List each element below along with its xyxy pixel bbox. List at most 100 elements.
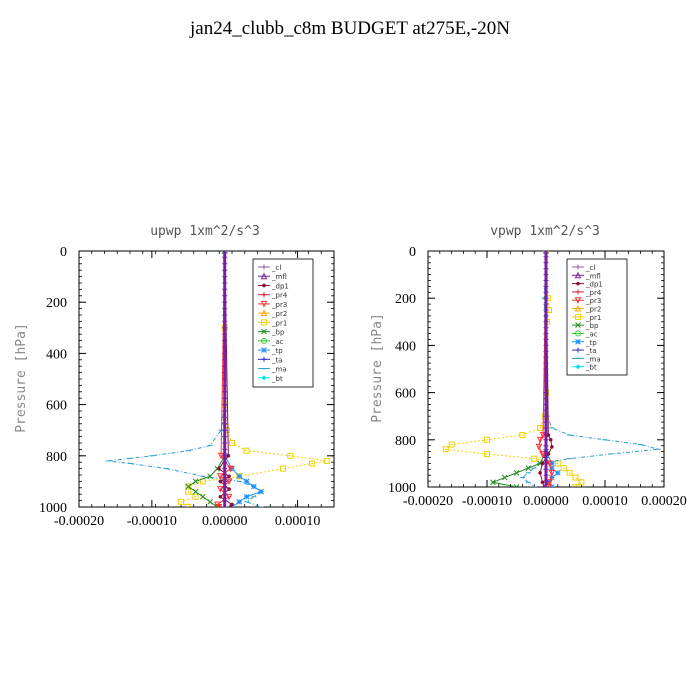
data-point	[222, 376, 228, 382]
data-point	[543, 390, 549, 396]
data-point	[540, 480, 545, 485]
legend-box	[252, 258, 314, 388]
x-tick-label: 0.00020	[641, 494, 687, 509]
data-point	[543, 431, 549, 437]
data-point	[543, 319, 549, 325]
data-point	[222, 395, 228, 401]
data-point	[574, 297, 582, 304]
data-point	[207, 499, 213, 505]
data-point	[549, 474, 555, 481]
series-line-pr1	[179, 251, 327, 507]
data-point	[546, 479, 552, 486]
y-tick-label: 400	[395, 339, 416, 354]
x-tick-label: 0.00000	[523, 494, 569, 509]
data-point	[543, 419, 549, 425]
data-point	[490, 479, 496, 486]
series-line-pr1	[444, 251, 583, 487]
y-tick-label: 1000	[39, 501, 67, 516]
data-point	[280, 465, 286, 472]
y-tick-label: 200	[395, 292, 416, 307]
legend-label: _bt	[585, 364, 597, 372]
x-tick-label: -0.00020	[403, 494, 453, 509]
data-point	[543, 354, 549, 360]
data-point	[228, 505, 233, 507]
data-point	[222, 254, 228, 260]
data-point	[548, 438, 553, 442]
data-point	[215, 504, 223, 507]
data-point	[261, 328, 267, 335]
legend-label: _pr3	[271, 301, 287, 309]
legend-label: _bp	[585, 322, 599, 330]
data-point	[539, 450, 546, 458]
series-line-bp	[187, 251, 226, 507]
data-point	[543, 449, 549, 455]
data-point	[222, 312, 228, 318]
data-point	[260, 300, 268, 308]
data-point	[538, 471, 542, 475]
legend-label: _ac	[585, 330, 598, 338]
data-point	[535, 443, 543, 451]
data-point	[227, 474, 231, 479]
data-point	[543, 295, 549, 301]
legend-label: _mfl	[271, 273, 287, 281]
data-point	[222, 338, 228, 344]
data-point	[222, 389, 228, 395]
data-point	[575, 264, 581, 270]
data-point	[185, 483, 192, 490]
data-point	[525, 465, 532, 471]
data-point	[258, 488, 264, 495]
data-point	[543, 360, 549, 366]
data-point	[261, 347, 267, 353]
panel-title: vpwp 1xm^2/s^3	[490, 224, 600, 239]
legend-label: _pr1	[585, 314, 601, 322]
data-point	[261, 264, 267, 270]
data-point	[222, 293, 228, 299]
data-point	[543, 407, 549, 413]
data-point	[543, 278, 549, 283]
data-point	[227, 465, 234, 473]
data-point	[222, 280, 228, 286]
data-point	[572, 484, 579, 487]
legend-label: _bp	[271, 329, 285, 337]
data-point	[546, 479, 553, 486]
data-point	[548, 469, 556, 477]
data-point	[222, 363, 228, 369]
data-point	[543, 413, 549, 419]
data-point	[222, 466, 228, 472]
data-point	[217, 466, 221, 471]
vpwp-panel: vpwp 1xm^2/s^3 Pressure [hPa] -0.00020 -0…	[370, 224, 687, 509]
data-point	[226, 454, 231, 458]
data-point	[222, 485, 228, 491]
data-point	[222, 370, 228, 376]
data-point	[536, 436, 544, 444]
series-group	[105, 251, 330, 507]
data-point	[549, 460, 555, 467]
data-point	[543, 254, 549, 260]
x-tick-label: 0.00000	[202, 514, 248, 529]
data-point	[192, 478, 199, 485]
legend-label: _pr4	[271, 292, 288, 300]
data-point	[543, 455, 549, 460]
data-point	[222, 318, 228, 324]
series-group	[442, 251, 661, 487]
legend-label: _ac	[271, 338, 284, 346]
legend: _cl_mfl_dp1 _pr4_pr3_pr2_pr1 _bp_ac_tp_ta _…	[252, 258, 314, 388]
x-tick-label: -0.00010	[462, 494, 512, 509]
data-point	[229, 440, 235, 446]
data-point	[543, 289, 549, 295]
data-point	[484, 450, 490, 457]
data-point	[576, 281, 580, 286]
data-point	[261, 375, 267, 381]
data-point	[309, 460, 316, 467]
legend-label: _pr4	[585, 289, 602, 297]
data-point	[222, 472, 228, 478]
data-point	[543, 272, 549, 278]
data-point	[222, 350, 228, 356]
data-point	[575, 364, 581, 370]
data-point	[543, 342, 549, 348]
data-point	[225, 478, 233, 486]
data-point	[543, 472, 549, 478]
y-tick-label: 800	[46, 450, 67, 465]
data-point	[575, 347, 581, 353]
